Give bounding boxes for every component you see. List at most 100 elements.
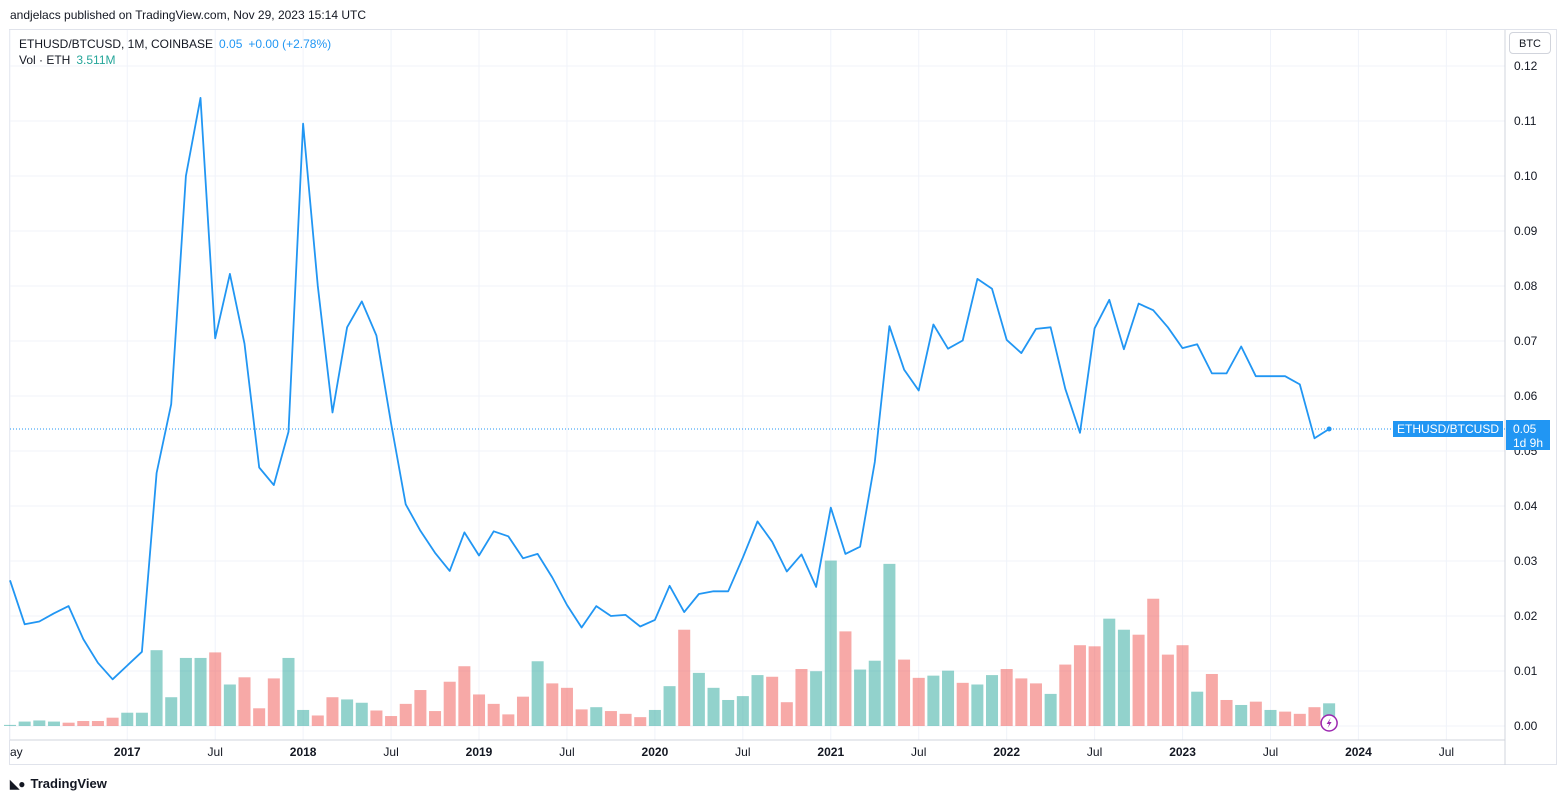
volume-bar <box>1117 629 1130 726</box>
legend-change: +0.00 (+2.78%) <box>248 37 332 51</box>
x-tick-label: Jul <box>1263 745 1278 759</box>
volume-bar <box>912 677 925 726</box>
volume-bar <box>824 560 837 726</box>
x-tick-label: Jul <box>383 745 398 759</box>
volume-bar <box>1205 673 1218 726</box>
volume-bar <box>1279 711 1292 726</box>
legend-volume-label[interactable]: Vol · ETH <box>19 53 71 67</box>
volume-bar <box>1293 713 1306 726</box>
volume-bar <box>634 717 647 726</box>
tradingview-logo-icon: ◣● <box>10 776 26 791</box>
x-tick-label: Jul <box>1439 745 1454 759</box>
x-tick-label: 2024 <box>1345 745 1372 759</box>
x-tick-label: Jul <box>911 745 926 759</box>
y-tick-label: 0.04 <box>1514 499 1538 513</box>
volume-bar <box>604 711 617 726</box>
volume-bar <box>106 717 119 726</box>
volume-bar <box>575 709 588 726</box>
volume-bar <box>707 687 720 726</box>
volume-bar <box>1176 645 1189 726</box>
volume-bar <box>77 721 90 726</box>
volume-bar <box>370 710 383 726</box>
volume-bar <box>868 660 881 726</box>
y-tick-label: 0.12 <box>1514 59 1538 73</box>
volume-bar <box>194 657 207 726</box>
legend-volume-value: 3.511M <box>76 53 116 67</box>
x-tick-label: 2021 <box>817 745 844 759</box>
y-tick-label: 0.02 <box>1514 609 1538 623</box>
x-tick-label: 2022 <box>993 745 1020 759</box>
volume-bar <box>648 709 661 726</box>
volume-bar <box>223 684 236 726</box>
volume-bar <box>1000 669 1013 726</box>
y-tick-label: 0.03 <box>1514 554 1538 568</box>
volume-bar <box>531 661 544 726</box>
volume-bar <box>282 657 295 726</box>
x-tick-label: ay <box>10 745 23 759</box>
price-tag-label-bg <box>1393 421 1503 437</box>
x-tick-label: Jul <box>559 745 574 759</box>
tradingview-logo[interactable]: ◣● TradingView <box>10 776 107 791</box>
price-line <box>9 97 1330 681</box>
volume-bar <box>692 672 705 726</box>
volume-bar <box>47 721 60 726</box>
volume-bar <box>619 713 632 726</box>
volume-bar <box>1044 693 1057 726</box>
volume-bar <box>1073 645 1086 726</box>
volume-bar <box>1264 709 1277 726</box>
volume-bar <box>839 631 852 726</box>
volume-bar <box>1191 691 1204 726</box>
price-tag-symbol: ETHUSD/BTCUSD <box>1397 422 1499 436</box>
lightning-glyph <box>1326 718 1332 728</box>
volume-bar <box>121 712 134 726</box>
x-tick-label: 2017 <box>114 745 141 759</box>
volume-bar <box>414 690 427 726</box>
axis-price-value: 0.05 <box>1513 422 1537 436</box>
y-tick-label: 0.07 <box>1514 334 1538 348</box>
volume-bar <box>1103 618 1116 726</box>
volume-bar <box>18 721 31 726</box>
volume-bar <box>238 677 251 726</box>
volume-bar <box>473 694 486 726</box>
volume-bar <box>135 712 148 726</box>
y-tick-label: 0.06 <box>1514 389 1538 403</box>
volume-bar <box>1015 678 1028 726</box>
x-tick-label: Jul <box>735 745 750 759</box>
volume-bar <box>502 714 515 726</box>
volume-bar <box>267 678 280 726</box>
volume-bar <box>663 686 676 726</box>
volume-bar <box>341 699 354 726</box>
volume-bar <box>165 697 178 726</box>
chart-legend: ETHUSD/BTCUSD, 1M, COINBASE 0.05 +0.00 (+2… <box>19 36 331 68</box>
volume-bar <box>399 703 412 726</box>
publisher-caption: andjelacs published on TradingView.com, … <box>10 8 366 22</box>
y-tick-label: 0.11 <box>1514 114 1537 128</box>
x-tick-label: Jul <box>1087 745 1102 759</box>
y-tick-label: 0.09 <box>1514 224 1538 238</box>
x-tick-label: 2018 <box>290 745 317 759</box>
x-tick-label: 2019 <box>466 745 493 759</box>
volume-bar <box>311 715 324 726</box>
legend-last-value: 0.05 <box>219 37 243 51</box>
y-tick-label: 0.10 <box>1514 169 1538 183</box>
volume-bar <box>956 682 969 726</box>
volume-bar <box>1088 646 1101 726</box>
volume-bar <box>810 671 823 726</box>
volume-bar <box>971 684 984 726</box>
volume-bar <box>355 702 368 726</box>
volume-bar <box>942 670 955 726</box>
volume-bar <box>150 650 163 726</box>
volume-bar <box>898 659 911 726</box>
volume-bar <box>883 563 896 726</box>
x-tick-label: Jul <box>208 745 223 759</box>
volume-bar <box>458 666 471 726</box>
volume-bar <box>1249 701 1262 726</box>
volume-bar <box>751 675 764 726</box>
currency-button[interactable]: BTC <box>1509 32 1551 54</box>
legend-symbol[interactable]: ETHUSD/BTCUSD, 1M, COINBASE <box>19 37 214 51</box>
x-tick-label: 2020 <box>642 745 669 759</box>
volume-bar <box>766 676 779 726</box>
volume-bar <box>179 657 192 726</box>
volume-bar <box>209 652 222 726</box>
